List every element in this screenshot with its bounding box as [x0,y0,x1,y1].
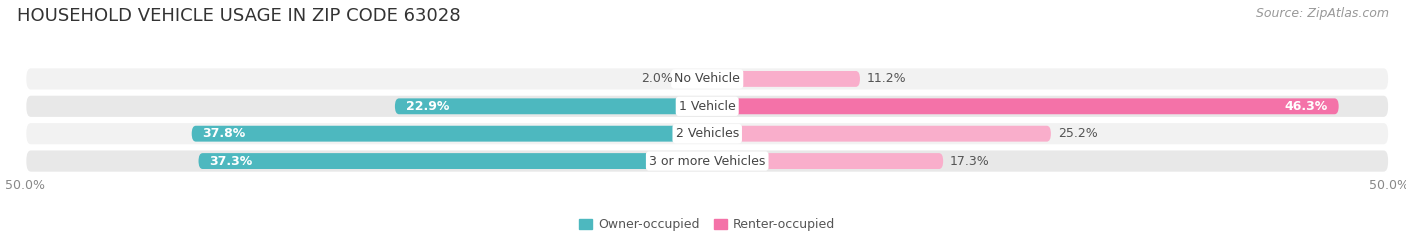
FancyBboxPatch shape [707,98,1339,114]
Text: 37.3%: 37.3% [209,154,253,168]
FancyBboxPatch shape [191,126,707,142]
Text: 37.8%: 37.8% [202,127,246,140]
FancyBboxPatch shape [707,71,860,87]
Text: 3 or more Vehicles: 3 or more Vehicles [650,154,765,168]
Text: 11.2%: 11.2% [866,72,907,86]
FancyBboxPatch shape [681,71,707,87]
Text: 2 Vehicles: 2 Vehicles [676,127,738,140]
FancyBboxPatch shape [25,95,1389,118]
FancyBboxPatch shape [25,122,1389,145]
Text: 1 Vehicle: 1 Vehicle [679,100,735,113]
FancyBboxPatch shape [707,126,1050,142]
Text: 2.0%: 2.0% [641,72,673,86]
FancyBboxPatch shape [198,153,707,169]
FancyBboxPatch shape [25,149,1389,173]
Text: No Vehicle: No Vehicle [675,72,740,86]
FancyBboxPatch shape [395,98,707,114]
Text: 22.9%: 22.9% [406,100,449,113]
Text: 17.3%: 17.3% [950,154,990,168]
FancyBboxPatch shape [707,153,943,169]
Legend: Owner-occupied, Renter-occupied: Owner-occupied, Renter-occupied [574,213,841,233]
Text: HOUSEHOLD VEHICLE USAGE IN ZIP CODE 63028: HOUSEHOLD VEHICLE USAGE IN ZIP CODE 6302… [17,7,461,25]
FancyBboxPatch shape [25,67,1389,91]
Text: Source: ZipAtlas.com: Source: ZipAtlas.com [1256,7,1389,20]
Text: 46.3%: 46.3% [1285,100,1327,113]
Text: 25.2%: 25.2% [1057,127,1098,140]
